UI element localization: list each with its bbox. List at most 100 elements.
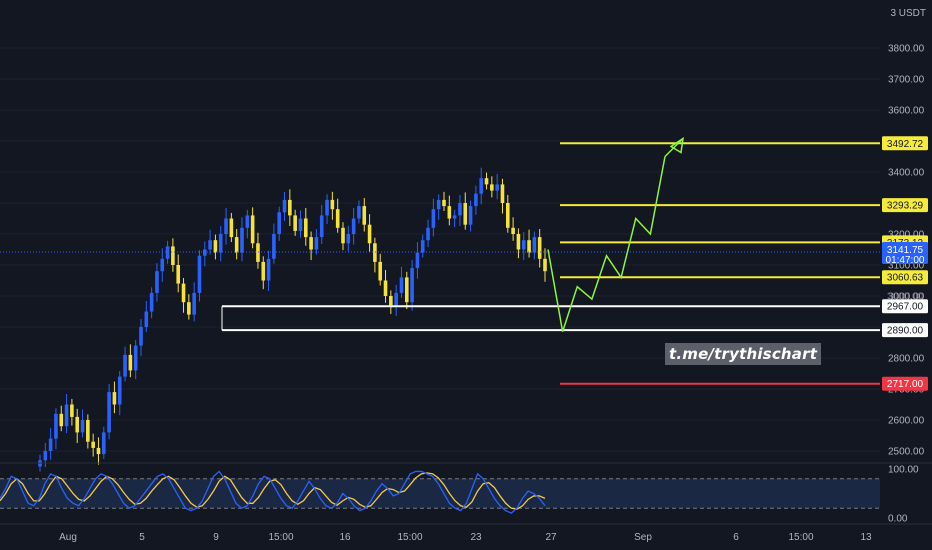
- candle-body: [351, 218, 356, 234]
- candle-body: [500, 184, 505, 203]
- candle-body: [256, 243, 260, 262]
- level-tag-support-1: [882, 299, 928, 314]
- level-tag-stop: [882, 376, 928, 391]
- candle-body: [362, 206, 367, 225]
- price-tick-label: 3800.00: [888, 44, 925, 55]
- price-tick-label: 3600.00: [888, 106, 925, 117]
- current-price-tag: [882, 242, 928, 265]
- price-tick-label: 2800.00: [888, 354, 925, 365]
- candle-body: [383, 280, 388, 296]
- candle-body: [319, 215, 324, 238]
- candle-body: [543, 258, 547, 272]
- candle-body: [101, 432, 106, 455]
- candle-body: [394, 292, 398, 306]
- level-tag-support-2: [882, 323, 928, 338]
- candle-body: [357, 206, 361, 219]
- candle-body: [527, 240, 531, 253]
- stoch-d-line: [0, 472, 546, 510]
- stoch-band: [0, 478, 880, 509]
- candle-body: [309, 237, 313, 250]
- candle-body: [474, 193, 478, 207]
- level-tag-label-target-3: 3492.72: [887, 139, 924, 150]
- candle-body: [330, 199, 335, 210]
- time-tick-label: 23: [470, 532, 482, 543]
- stoch-k-line: [0, 470, 546, 514]
- candle-body: [346, 234, 351, 244]
- candle-body: [144, 311, 149, 327]
- stoch-tick-label: 100.00: [888, 465, 919, 476]
- candle-body: [197, 255, 202, 293]
- candle-body: [80, 420, 85, 433]
- candle-body: [192, 292, 196, 315]
- candle-body: [447, 206, 452, 219]
- candle-body: [490, 184, 494, 191]
- time-tick-label: Sep: [634, 532, 652, 543]
- candle-body: [139, 327, 143, 346]
- candle-body: [479, 178, 484, 194]
- candle-body: [202, 249, 207, 256]
- price-tick-label: 3000.00: [888, 292, 925, 303]
- candle-body: [160, 258, 165, 272]
- candle-body: [165, 246, 170, 259]
- candle-body: [521, 240, 526, 250]
- candle-body: [415, 252, 420, 269]
- currency-label: 3 USDT: [890, 8, 926, 19]
- candle-body: [410, 268, 414, 303]
- candle-body: [288, 199, 292, 216]
- candle-body: [229, 218, 234, 238]
- price-tick-label: 3200.00: [888, 230, 925, 241]
- candle-body: [495, 184, 499, 191]
- candle-body: [213, 240, 218, 253]
- candle-body: [442, 199, 446, 207]
- level-tag-target-3: [882, 136, 928, 151]
- candle-body: [404, 277, 409, 303]
- candle-body: [128, 354, 133, 371]
- level-tag-label-stop: 2717.00: [887, 379, 924, 390]
- price-tick-label: 2500.00: [888, 447, 925, 458]
- candle-body: [149, 292, 154, 312]
- time-tick-label: 16: [339, 532, 351, 543]
- candle-body: [112, 392, 117, 405]
- candle-body: [48, 438, 53, 451]
- level-tag-entry: [882, 270, 928, 285]
- candle-body: [96, 447, 101, 455]
- candle-body: [335, 209, 340, 228]
- candle-body: [420, 240, 425, 253]
- candle-body: [70, 404, 74, 417]
- price-tick-label: 3100.00: [888, 261, 925, 272]
- candle-body: [250, 215, 255, 244]
- candle-body: [208, 240, 212, 250]
- candle-body: [245, 215, 250, 228]
- candle-body: [266, 258, 271, 281]
- time-tick-label: 13: [860, 532, 872, 543]
- candle-body: [399, 277, 404, 293]
- candle-body: [293, 215, 297, 231]
- price-tick-label: 3700.00: [888, 75, 925, 86]
- candle-body: [261, 261, 266, 281]
- candle-body: [187, 302, 191, 315]
- price-tick-label: 2600.00: [888, 416, 925, 427]
- candle-body: [171, 246, 175, 265]
- candle-body: [64, 404, 69, 427]
- level-tag-target-2: [882, 198, 928, 213]
- current-price-countdown: 01:47:00: [886, 255, 925, 266]
- candle-body: [325, 199, 329, 216]
- candle-body: [59, 413, 64, 427]
- candle-body: [303, 218, 308, 238]
- candle-body: [282, 199, 287, 213]
- level-tag-label-support-1: 2967.00: [887, 302, 924, 313]
- price-tick-label: 3400.00: [888, 168, 925, 179]
- projection-arrow-head: [669, 136, 684, 154]
- candle-body: [426, 227, 430, 241]
- candle-body: [218, 234, 223, 253]
- candle-body: [117, 376, 122, 405]
- projection-arrow-shaft: [664, 137, 684, 158]
- candle-body: [176, 265, 181, 284]
- candle-body: [458, 203, 462, 216]
- hidden-price-tag: 3000.00: [887, 292, 924, 303]
- candle-body: [155, 271, 159, 293]
- current-price-value: 3141.75: [887, 245, 924, 256]
- watermark-label: t.me/trythischart: [665, 343, 822, 365]
- projection-path: [547, 156, 666, 332]
